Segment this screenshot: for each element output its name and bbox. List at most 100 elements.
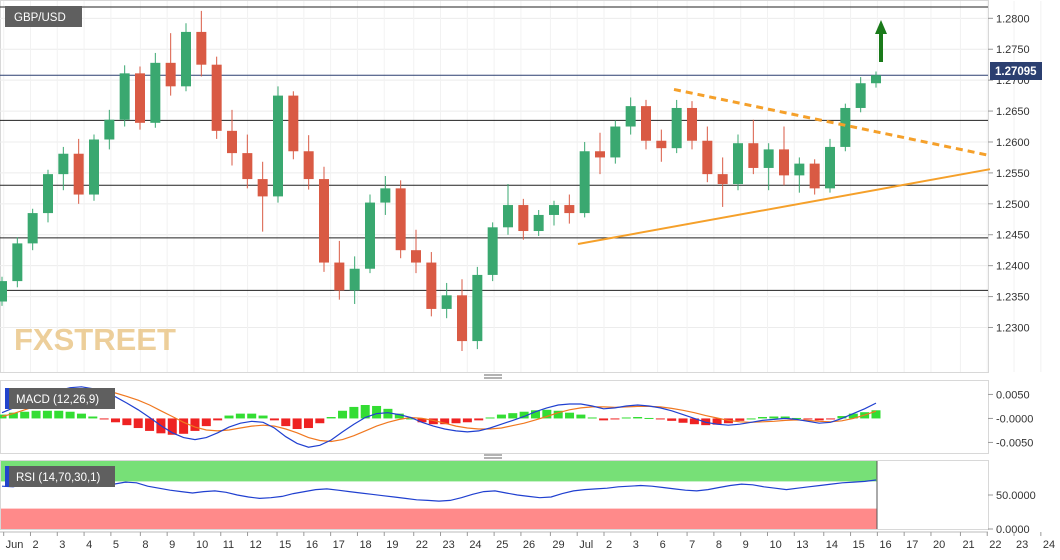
panel-resize-handle-1[interactable] [484,374,502,379]
candle-body [825,146,835,189]
time-tick-label: 17 [333,539,345,551]
candle-body [871,75,881,84]
time-tick-label: 25 [496,539,508,551]
candle-body [809,163,820,189]
time-tick-label: 18 [359,539,371,551]
candle-body [196,31,207,65]
time-tick-label: 17 [906,539,918,551]
macd-histogram-bar [678,418,688,423]
time-tick-label: Jul [579,539,593,551]
candle-body [0,281,7,302]
time-tick-label: 10 [769,539,781,551]
time-tick-label: 29 [552,539,564,551]
macd-histogram-bar [269,418,279,421]
macd-histogram-bar [440,418,450,425]
macd-histogram-bar [224,415,234,419]
macd-histogram-bar [633,417,643,419]
macd-histogram-bar [247,413,257,419]
candle-body [503,205,513,228]
macd-histogram-bar [281,418,291,427]
time-tick-label: 8 [142,539,148,551]
macd-histogram-bar [315,418,325,424]
candle-body [89,139,99,195]
time-tick-label: 20 [933,539,945,551]
price-tick-label: 1.2400 [996,261,1030,273]
macd-histogram-bar [179,418,189,434]
candle-body [457,295,467,342]
panel-resize-handle-2[interactable] [484,454,502,459]
price-tag-text: 1.27095 [995,66,1037,78]
time-tick-label: 14 [826,539,838,551]
time-tick-label: 16 [879,539,891,551]
candle-body [181,31,191,87]
macd-histogram-bar [599,418,609,421]
time-tick-label: 13 [796,539,808,551]
support-trendline [577,168,991,245]
macd-histogram-bar [372,405,382,419]
rsi-label[interactable]: RSI (14,70,30,1) [5,466,115,487]
candle-body [227,130,237,154]
macd-histogram-bar [111,418,121,423]
time-tick-label: 22 [416,539,428,551]
candle-body [763,149,774,168]
macd-histogram-bar [644,417,654,419]
candle-body [58,153,69,175]
macd-histogram-bar [837,416,847,419]
time-axis: Jun 2 3 4 5 8 9 10 11 12 15 16 17 18 19 22 23 24 25 26 29 Jul… [0,531,1055,551]
macd-histogram-bar [508,413,518,419]
up-arrow [875,20,887,62]
time-tick-label: 5 [113,539,119,551]
price-grid [0,1,1042,372]
macd-histogram-bar [780,416,790,419]
time-tick-label: 24 [1043,539,1055,551]
candle-body [119,73,130,120]
time-tick-label: 2 [32,539,38,551]
macd-label[interactable]: MACD (12,26,9) [5,388,115,409]
macd-histogram-bar [349,406,359,419]
time-tick-label: 15 [853,539,865,551]
macd-histogram-bar [201,418,211,427]
macd-histogram-bar [474,418,484,421]
candle-body [702,140,713,175]
candle-body [717,174,728,185]
macd-tick-label: -0.0050 [996,437,1033,449]
time-tick-label: 21 [962,539,974,551]
macd-label-text: MACD (12,26,9) [16,394,99,406]
macd-histogram-bar [803,418,813,420]
candle-body [564,205,575,214]
candle-body [319,179,329,263]
candle-body [748,143,759,168]
candle-body [595,151,605,158]
candle-body [334,262,345,291]
candle-body [487,227,498,275]
rsi-line [1,479,877,502]
macd-histogram-bar [303,418,313,429]
rsi-tick-label: 0.0000 [996,524,1030,536]
macd-histogram-bar [99,418,109,420]
macd-histogram-bar [871,410,881,419]
macd-histogram-bar [54,410,64,419]
watermark-text: FXSTREET [14,322,176,357]
macd-signal-line [1,389,877,443]
macd-histogram-bar [712,418,722,425]
time-tick-label: 3 [59,539,65,551]
macd-histogram-bar [826,418,836,420]
macd-histogram-bar [565,412,575,419]
candle-body [211,64,222,131]
candle-body [242,153,253,180]
time-tick-label: 8 [716,539,722,551]
symbol-label[interactable]: GBP/USD [5,6,82,27]
price-tick-label: 1.2300 [996,322,1030,334]
macd-histogram-bar [235,413,245,419]
macd-tick-label: -0.0000 [996,413,1033,425]
price-tick-label: 1.2550 [996,168,1030,180]
macd-histogram-bar [530,410,540,419]
candle-body [779,149,789,176]
macd-histogram-bar [485,417,495,419]
candle-body [855,83,866,108]
candle-body [641,106,651,141]
macd-histogram-bar [213,418,223,421]
candle-body [104,119,115,140]
rsi-indicator: 50.0000 0.0000 [1,461,1036,536]
